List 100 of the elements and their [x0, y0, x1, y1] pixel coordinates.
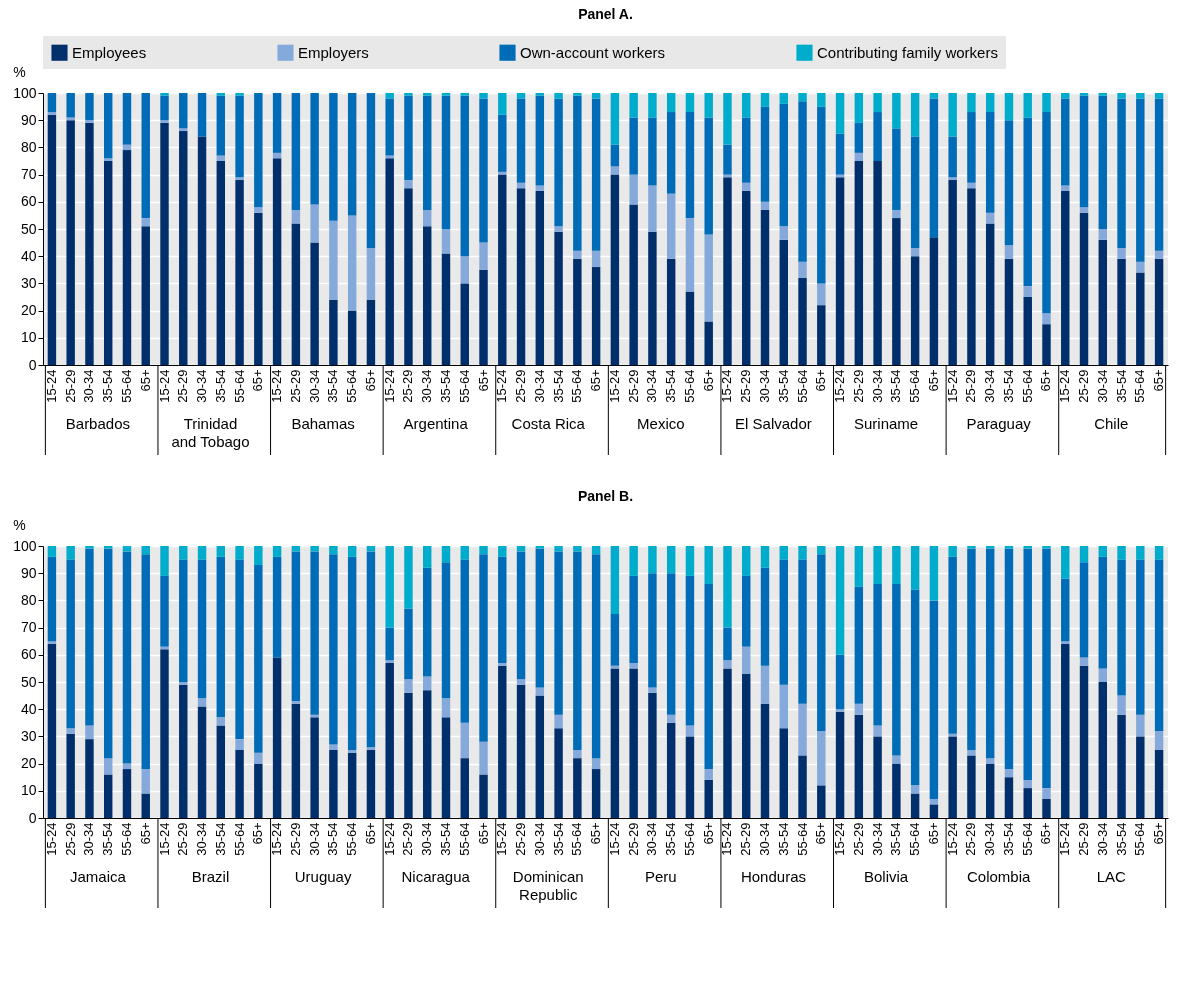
bar	[160, 95, 169, 121]
text: Paraguay	[966, 415, 1032, 432]
text: Suriname	[853, 415, 919, 432]
bar	[1042, 313, 1051, 325]
bar	[141, 93, 150, 219]
bar	[66, 120, 75, 365]
text: LAC	[1096, 868, 1126, 885]
bar	[1004, 769, 1014, 778]
bar	[66, 733, 75, 818]
bar	[704, 779, 713, 818]
bar	[779, 546, 788, 560]
bar	[498, 665, 507, 818]
bar	[779, 559, 788, 685]
bar	[460, 283, 469, 365]
bar	[479, 774, 488, 818]
bar	[216, 556, 226, 718]
x-tick-label: 30-34	[419, 369, 435, 403]
x-tick-label: 65+	[250, 822, 266, 845]
bar	[423, 546, 432, 568]
x-tick-label: 35-54	[100, 369, 116, 403]
bar	[141, 554, 150, 770]
bar	[441, 93, 451, 96]
bar	[85, 122, 94, 365]
x-tick-label: 30-34	[81, 822, 97, 856]
bar	[366, 747, 376, 750]
bar	[404, 93, 413, 96]
x-tick-label: 55-64	[1019, 369, 1035, 403]
bar	[704, 546, 713, 585]
bar	[479, 741, 488, 775]
bar	[1004, 548, 1014, 770]
bar	[404, 95, 413, 181]
bar	[610, 144, 620, 167]
bar	[892, 209, 901, 219]
bar	[1136, 93, 1145, 99]
bar	[610, 166, 620, 175]
bar	[985, 548, 995, 759]
text: Honduras	[740, 868, 806, 885]
text: Dominican Republic	[512, 868, 584, 903]
bar	[892, 218, 901, 365]
bar	[310, 93, 319, 205]
x-tick-label: 15-24	[494, 822, 510, 856]
bar	[329, 220, 338, 300]
bar	[910, 793, 920, 818]
bar	[591, 758, 601, 770]
bar	[385, 627, 394, 661]
x-tick-label: 25-29	[625, 822, 641, 856]
bar	[1154, 730, 1164, 750]
x-tick-label: 35-54	[663, 822, 679, 856]
y-tick-label: 80	[20, 138, 37, 155]
bar	[535, 548, 545, 688]
bar	[723, 546, 732, 628]
bar	[423, 93, 432, 96]
bar	[685, 546, 695, 576]
bar	[892, 128, 901, 210]
bar	[1061, 185, 1070, 191]
bar	[366, 551, 376, 748]
y-axis-title: %	[13, 516, 26, 533]
bar	[1042, 546, 1051, 549]
bar	[479, 242, 488, 270]
y-tick-label: 0	[28, 809, 37, 826]
bar	[910, 248, 920, 257]
x-tick-label: 30-34	[419, 822, 435, 856]
x-tick-label: 25-29	[738, 369, 754, 403]
bar	[347, 310, 357, 365]
bar	[160, 649, 169, 818]
bar	[516, 551, 526, 680]
x-tick-label: 30-34	[306, 369, 322, 403]
bar	[1098, 668, 1108, 682]
x-tick-label: 65+	[700, 369, 716, 392]
bar	[479, 98, 488, 243]
bar	[760, 703, 770, 818]
x-tick-label: 55-64	[794, 822, 810, 856]
x-tick-label: 15-24	[156, 822, 172, 856]
bar	[873, 161, 882, 365]
bar	[160, 120, 169, 123]
x-tick-label: 25-29	[400, 822, 416, 856]
x-tick-label: 30-34	[869, 369, 885, 403]
x-tick-label: 65+	[137, 369, 153, 392]
x-tick-label: 15-24	[606, 369, 622, 403]
x-tick-label: 30-34	[757, 369, 773, 403]
bar	[1004, 546, 1014, 549]
bar	[948, 136, 957, 178]
bar	[310, 717, 319, 818]
bar	[835, 709, 845, 712]
x-tick-label: 65+	[588, 822, 604, 845]
bar	[498, 556, 507, 663]
bar	[873, 584, 882, 726]
x-tick-label: 65+	[1038, 822, 1054, 845]
bar	[385, 662, 394, 818]
bar	[47, 112, 57, 115]
bar	[254, 212, 263, 365]
bar	[404, 608, 413, 680]
bar	[685, 218, 695, 292]
x-tick-label: 65+	[1151, 369, 1167, 392]
bar	[385, 93, 394, 99]
bar	[329, 554, 338, 745]
bar	[742, 117, 751, 183]
bar	[648, 687, 657, 693]
bar	[1098, 556, 1108, 669]
bar	[929, 546, 939, 601]
